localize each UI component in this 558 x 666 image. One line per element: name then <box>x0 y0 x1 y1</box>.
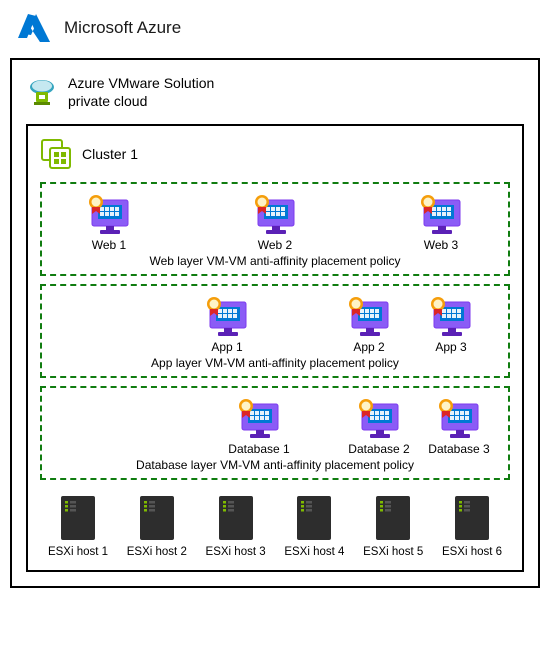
avs-cloud-icon <box>26 76 58 108</box>
vm-app-3: App 3 <box>412 296 490 354</box>
host-icon <box>295 494 333 542</box>
host-icon <box>217 494 255 542</box>
cluster-container: Cluster 1 Web 1 <box>26 124 524 572</box>
app-layer-caption: App layer VM-VM anti-affinity placement … <box>50 356 500 370</box>
avs-title-line1: Azure VMware Solution <box>68 74 214 92</box>
vm-label: App 2 <box>353 340 384 354</box>
host-5: ESXi host 5 <box>357 494 429 558</box>
host-label: ESXi host 5 <box>363 546 423 558</box>
web-layer-box: Web 1 Web 2 Web 3 <box>40 182 510 276</box>
host-label: ESXi host 6 <box>442 546 502 558</box>
cluster-title: Cluster 1 <box>82 146 138 162</box>
host-icon <box>374 494 412 542</box>
host-4: ESXi host 4 <box>278 494 350 558</box>
vm-icon <box>236 398 282 440</box>
avs-header: Azure VMware Solution private cloud <box>26 74 524 110</box>
vm-label: App 1 <box>211 340 242 354</box>
vm-icon <box>436 398 482 440</box>
vm-db-3: Database 3 <box>420 398 498 456</box>
db-vm-row: Database 1 Database 2 <box>50 398 500 456</box>
vm-label: Database 1 <box>228 442 289 456</box>
host-6: ESXi host 6 <box>436 494 508 558</box>
cluster-header: Cluster 1 <box>40 138 510 170</box>
host-label: ESXi host 1 <box>48 546 108 558</box>
vm-label: Database 3 <box>428 442 489 456</box>
host-3: ESXi host 3 <box>200 494 272 558</box>
host-icon <box>453 494 491 542</box>
web-layer-caption: Web layer VM-VM anti-affinity placement … <box>50 254 500 268</box>
host-row: ESXi host 1 ESXi host 2 ESXi host 3 ES <box>40 494 510 558</box>
app-vm-row: App 1 App 2 App 3 <box>50 296 500 354</box>
vm-label: Web 3 <box>424 238 458 252</box>
vm-web-1: Web 1 <box>70 194 148 252</box>
vm-web-2: Web 2 <box>236 194 314 252</box>
private-cloud-container: Azure VMware Solution private cloud Clus… <box>10 58 540 588</box>
vm-icon <box>86 194 132 236</box>
host-2: ESXi host 2 <box>121 494 193 558</box>
host-icon <box>59 494 97 542</box>
vm-db-2: Database 2 <box>340 398 418 456</box>
avs-title-line2: private cloud <box>68 92 214 110</box>
vm-icon <box>418 194 464 236</box>
avs-title: Azure VMware Solution private cloud <box>68 74 214 110</box>
vm-app-1: App 1 <box>188 296 266 354</box>
db-layer-box: Database 1 Database 2 <box>40 386 510 480</box>
vm-icon <box>346 296 392 338</box>
page-header: Microsoft Azure <box>10 10 548 46</box>
vm-label: App 3 <box>435 340 466 354</box>
web-vm-row: Web 1 Web 2 Web 3 <box>50 194 500 252</box>
azure-logo-icon <box>16 10 52 46</box>
vm-icon <box>356 398 402 440</box>
cluster-icon <box>40 138 72 170</box>
db-layer-caption: Database layer VM-VM anti-affinity place… <box>50 458 500 472</box>
app-layer-box: App 1 App 2 App 3 <box>40 284 510 378</box>
vm-label: Database 2 <box>348 442 409 456</box>
host-label: ESXi host 4 <box>284 546 344 558</box>
vm-label: Web 1 <box>92 238 126 252</box>
host-icon <box>138 494 176 542</box>
vm-icon <box>204 296 250 338</box>
vm-icon <box>252 194 298 236</box>
vm-db-1: Database 1 <box>220 398 298 456</box>
vm-web-3: Web 3 <box>402 194 480 252</box>
vm-label: Web 2 <box>258 238 292 252</box>
page-title: Microsoft Azure <box>64 18 181 38</box>
host-label: ESXi host 2 <box>127 546 187 558</box>
vm-icon <box>428 296 474 338</box>
host-label: ESXi host 3 <box>206 546 266 558</box>
vm-app-2: App 2 <box>330 296 408 354</box>
host-1: ESXi host 1 <box>42 494 114 558</box>
